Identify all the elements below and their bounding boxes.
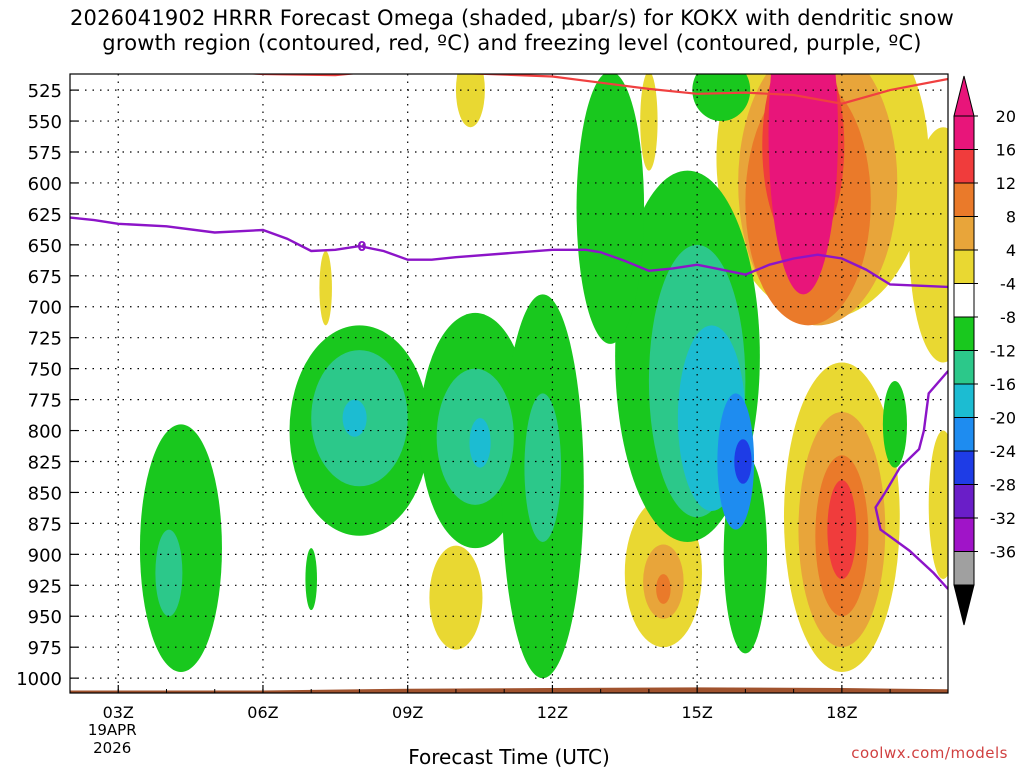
y-tick-label-700: 700 [28, 298, 62, 319]
y-tick-label-675: 675 [28, 267, 62, 288]
y-tick-label-825: 825 [28, 452, 62, 473]
colorbar-label: -4 [1000, 275, 1016, 294]
colorbar-label: -20 [990, 409, 1016, 428]
colorbar-bin [953, 149, 975, 184]
colorbar-bin [953, 551, 975, 586]
omega-region [305, 548, 317, 611]
x-date-label: 19APR [88, 721, 137, 739]
colorbar-bin [953, 283, 975, 318]
colorbar-bin [953, 249, 975, 284]
colorbar-label: -16 [990, 375, 1016, 394]
y-tick-label-575: 575 [28, 143, 62, 164]
y-tick-label-625: 625 [28, 205, 62, 226]
y-tick-label-525: 525 [28, 81, 62, 102]
freezing-level-contour [70, 216, 948, 289]
terrain-strip [70, 687, 948, 693]
omega-region [429, 545, 483, 650]
x-year-label: 2026 [93, 739, 131, 757]
x-tick-label-06Z: 06Z [247, 703, 278, 722]
colorbar-top-cap [953, 75, 975, 117]
colorbar-label: 12 [996, 174, 1016, 193]
omega-region [692, 74, 751, 122]
colorbar-label: 8 [1006, 208, 1016, 227]
freezing-level-contour-lower [874, 370, 948, 590]
y-axis: 525 550 575 600 625 650 675 700 725 750 775 800 825 8… [16, 81, 78, 690]
colorbar-label: -36 [990, 543, 1016, 562]
colorbar-bin [953, 417, 975, 452]
omega-region [139, 424, 222, 672]
colorbar-label: -24 [990, 442, 1016, 461]
colorbar: 20 16 12 8 4 -4 -8 -12 -16 -20 -24 -28 -32 -36 [953, 75, 1016, 626]
omega-region [827, 480, 857, 580]
y-tick-label-725: 725 [28, 329, 62, 350]
omega-region [928, 430, 948, 580]
omega-region [455, 74, 485, 128]
x-tick-label-18Z: 18Z [826, 703, 857, 722]
colorbar-bin [953, 182, 975, 217]
omega-region [640, 74, 658, 171]
watermark: coolwx.com/models [851, 744, 1008, 762]
colorbar-label: 16 [996, 141, 1016, 160]
omega-region [882, 381, 907, 468]
x-tick-label-15Z: 15Z [681, 703, 712, 722]
colorbar-bin [953, 316, 975, 351]
chart-title-line-2: growth region (contoured, red, ºC) and f… [102, 31, 922, 55]
omega-region [909, 127, 948, 363]
colorbar-bin [953, 450, 975, 485]
colorbar-bin [953, 115, 975, 150]
omega-region [768, 74, 838, 295]
chart-title: 2026041902 HRRR Forecast Omega (shaded, … [0, 6, 1024, 56]
omega-region [319, 251, 332, 326]
y-tick-label-650: 650 [28, 236, 62, 257]
colorbar-bin [953, 216, 975, 251]
y-tick-label-925: 925 [28, 576, 62, 597]
x-tick-label-03Z: 03Z [103, 703, 134, 722]
omega-region [734, 439, 752, 484]
omega-region [576, 74, 645, 344]
colorbar-bin [953, 350, 975, 385]
colorbar-label: -32 [990, 509, 1016, 528]
y-tick-label-550: 550 [28, 112, 62, 133]
y-tick-label-1000: 1000 [16, 669, 62, 690]
y-tick-label-975: 975 [28, 638, 62, 659]
freezing-level-label: 0 [357, 240, 366, 255]
y-tick-label-800: 800 [28, 422, 62, 443]
y-tick-label-750: 750 [28, 360, 62, 381]
colorbar-label: -8 [1000, 308, 1016, 327]
y-tick-label-850: 850 [28, 483, 62, 504]
omega-region [469, 418, 491, 468]
chart-title-line-1: 2026041902 HRRR Forecast Omega (shaded, … [69, 6, 955, 30]
omega-region [342, 399, 367, 437]
dendritic-growth-contour [241, 74, 948, 105]
colorbar-bottom-cap [953, 584, 975, 626]
omega-region [524, 393, 562, 542]
colorbar-bin [953, 383, 975, 418]
x-tick-label-12Z: 12Z [537, 703, 568, 722]
colorbar-label: -12 [990, 342, 1016, 361]
y-tick-label-775: 775 [28, 391, 62, 412]
colorbar-label: 20 [996, 107, 1016, 126]
terrain-fill [70, 687, 948, 693]
plot-frame [69, 73, 949, 694]
x-axis-label: Forecast Time (UTC) [408, 745, 610, 768]
x-tick-label-09Z: 09Z [392, 703, 423, 722]
colorbar-bin [953, 517, 975, 552]
y-tick-label-600: 600 [28, 174, 62, 195]
y-tick-label-950: 950 [28, 607, 62, 628]
colorbar-bin [953, 484, 975, 519]
colorbar-label: 4 [1006, 241, 1016, 260]
omega-region [656, 574, 671, 604]
colorbar-label: -28 [990, 476, 1016, 495]
omega-region [155, 529, 183, 617]
contour-lines: 0 [70, 74, 948, 590]
y-tick-label-900: 900 [28, 545, 62, 566]
y-tick-label-875: 875 [28, 514, 62, 535]
